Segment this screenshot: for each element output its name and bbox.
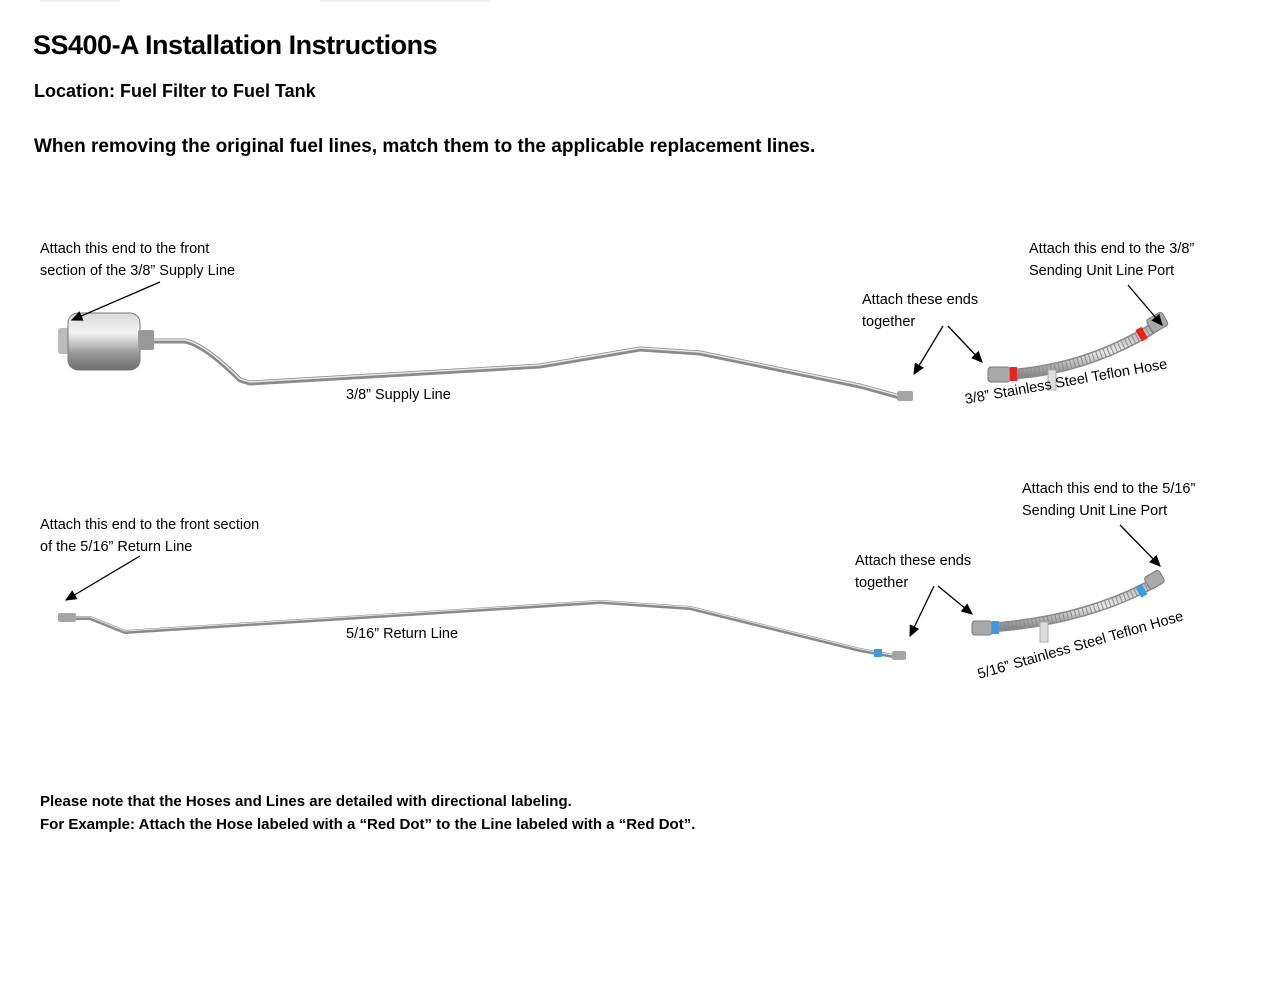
return-front-label: Attach this end to the front section of … bbox=[40, 514, 259, 558]
label-line: Sending Unit Line Port bbox=[1022, 503, 1168, 519]
line-fitting bbox=[897, 391, 913, 401]
supply-port-label: Attach this end to the 3/8” Sending Unit… bbox=[1029, 238, 1194, 282]
return-together-label: Attach these ends together bbox=[855, 550, 971, 594]
label-line: Attach these ends bbox=[862, 292, 979, 308]
page-title: SS400-A Installation Instructions bbox=[33, 30, 438, 60]
note-line-2: For Example: Attach the Hose labeled wit… bbox=[40, 816, 696, 833]
red-dot-marker bbox=[1135, 326, 1148, 342]
label-line: together bbox=[855, 575, 909, 591]
label-line: Attach this end to the front bbox=[40, 241, 210, 257]
label-line: together bbox=[862, 314, 916, 330]
label-line: Attach this end to the 5/16” bbox=[1022, 481, 1196, 497]
pointer-arrows bbox=[64, 281, 1163, 638]
note-line-1: Please note that the Hoses and Lines are… bbox=[40, 793, 572, 810]
location-heading: Location: Fuel Filter to Fuel Tank bbox=[34, 81, 316, 101]
return-line bbox=[58, 600, 906, 660]
label-line: Attach this end to the 3/8” bbox=[1029, 241, 1195, 257]
label-line: section of the 3/8” Supply Line bbox=[40, 263, 236, 279]
supply-front-label: Attach this end to the front section of … bbox=[40, 238, 235, 282]
top-edge-line bbox=[320, 0, 490, 2]
label-line: Attach these ends bbox=[855, 553, 972, 569]
red-dot-marker bbox=[1010, 367, 1017, 381]
fuel-filter-icon bbox=[58, 312, 154, 371]
label-line: Sending Unit Line Port bbox=[1029, 263, 1175, 279]
label-line: Attach this end to the front section bbox=[40, 517, 260, 533]
label-line: of the 5/16” Return Line bbox=[40, 539, 193, 555]
instruction-heading: When removing the original fuel lines, m… bbox=[34, 136, 816, 157]
return-port-label: Attach this end to the 5/16” Sending Uni… bbox=[1022, 478, 1195, 522]
top-edge-line bbox=[40, 0, 120, 2]
blue-dot-marker bbox=[874, 649, 882, 657]
return-line-label: 5/16” Return Line bbox=[346, 626, 459, 642]
supply-line-label: 3/8” Supply Line bbox=[346, 387, 451, 403]
supply-line bbox=[150, 338, 913, 401]
blue-dot-marker bbox=[1135, 583, 1148, 598]
supply-together-label: Attach these ends together bbox=[862, 289, 978, 333]
return-hose bbox=[971, 570, 1165, 643]
blue-dot-marker bbox=[992, 621, 999, 634]
